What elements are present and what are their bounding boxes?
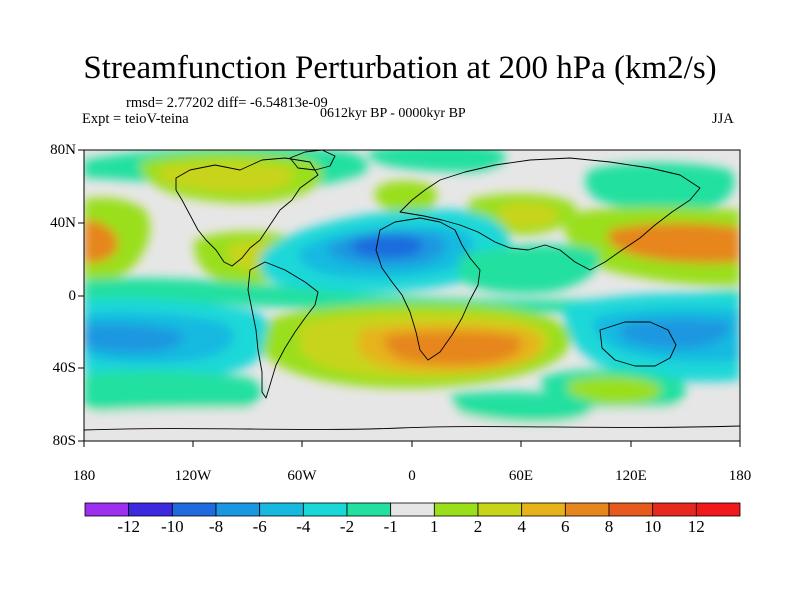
coastlines bbox=[84, 150, 740, 431]
colorbar-swatch-11 bbox=[564, 502, 610, 517]
colorbar-label: -12 bbox=[117, 517, 141, 536]
colorbar-label: -8 bbox=[208, 517, 224, 536]
colorbar-label: -6 bbox=[252, 517, 267, 536]
contour-asia-ochre bbox=[498, 202, 559, 228]
contour-southern-ocean-yellow bbox=[568, 376, 661, 405]
colorbar-label: 4 bbox=[517, 517, 526, 536]
colorbar-label: 8 bbox=[604, 517, 614, 536]
africa-outline bbox=[375, 217, 481, 361]
colorbar-swatch-4 bbox=[259, 502, 304, 517]
colorbar-swatch-6 bbox=[346, 502, 392, 517]
colorbar-swatch-7 bbox=[390, 502, 435, 517]
lat-tick-0: 0 bbox=[68, 288, 77, 304]
period-label: 0612kyr BP - 0000kyr BP bbox=[320, 106, 466, 121]
colorbar bbox=[84, 502, 741, 517]
colorbar-swatch-2 bbox=[171, 502, 217, 517]
south-america-outline bbox=[247, 261, 319, 399]
contour-atlantic-darkblue bbox=[352, 235, 422, 258]
colorbar-label: -4 bbox=[296, 517, 311, 536]
north-america-outline bbox=[175, 157, 319, 267]
contour-north-atlantic-green bbox=[368, 150, 506, 172]
antarctica-outline bbox=[84, 425, 740, 431]
colorbar-label: -2 bbox=[339, 517, 355, 536]
colorbar-swatch-0 bbox=[84, 502, 130, 517]
lon-tick-180w: 180 bbox=[72, 468, 96, 484]
lon-tick-60w: 60W bbox=[287, 468, 317, 484]
colorbar-label: 12 bbox=[687, 517, 705, 536]
experiment-label: Expt = teioV-teina bbox=[82, 111, 189, 127]
contour-south-africa-orange bbox=[384, 331, 522, 365]
colorbar-swatch-3 bbox=[215, 502, 261, 517]
colorbar-swatch-12 bbox=[608, 502, 654, 517]
contour-nw-pacific-green bbox=[585, 162, 735, 212]
chart-title: Streamfunction Perturbation at 200 hPa (… bbox=[83, 50, 717, 86]
australia-outline bbox=[599, 321, 677, 367]
axis-ticks bbox=[78, 149, 741, 447]
lat-tick-80s: 80S bbox=[52, 433, 76, 449]
contour-europe-yellow bbox=[374, 180, 438, 215]
colorbar-swatch-9 bbox=[477, 502, 523, 517]
contour-antarctic-neutral bbox=[84, 405, 740, 441]
rmsd-diff-stats: rmsd= 2.77202 diff= -6.54813e-09 bbox=[126, 95, 328, 111]
greenland-outline bbox=[289, 150, 336, 171]
colorbar-label: 1 bbox=[430, 517, 439, 536]
contour-antarctic-green bbox=[450, 391, 594, 423]
lon-tick-0: 0 bbox=[408, 468, 416, 484]
lat-tick-40s: 40S bbox=[52, 360, 76, 376]
lat-tick-80n: 80N bbox=[50, 142, 76, 158]
colorbar-swatch-1 bbox=[128, 502, 173, 517]
colorbar-swatch-10 bbox=[521, 502, 566, 517]
contour-south-pacific-green bbox=[84, 370, 262, 415]
lon-tick-60e: 60E bbox=[508, 468, 534, 484]
lat-tick-40n: 40N bbox=[50, 215, 76, 231]
contour-ne-pacific-orange bbox=[84, 220, 118, 263]
colorbar-swatch-14 bbox=[695, 502, 741, 517]
contour-indian-green bbox=[458, 244, 600, 294]
colorbar-swatch-13 bbox=[652, 502, 697, 517]
season-label: JJA bbox=[712, 111, 734, 127]
colorbar-label: 6 bbox=[561, 517, 570, 536]
streamfunction-field bbox=[84, 150, 740, 441]
colorbar-label: -1 bbox=[383, 517, 398, 536]
contour-sw-pacific-blue bbox=[84, 323, 184, 353]
contour-w-pacific-orange bbox=[607, 223, 740, 264]
lon-tick-120e: 120E bbox=[615, 468, 647, 484]
eurasia-outline bbox=[399, 157, 701, 271]
colorbar-label: -10 bbox=[160, 517, 184, 536]
colorbar-swatch-8 bbox=[433, 502, 479, 517]
lon-tick-120w: 120W bbox=[174, 468, 212, 484]
contour-australia-blue bbox=[620, 319, 731, 349]
colorbar-label: 10 bbox=[644, 517, 662, 536]
colorbar-swatch-5 bbox=[302, 502, 348, 517]
colorbar-label: 2 bbox=[473, 517, 483, 536]
lon-tick-180e: 180 bbox=[728, 468, 752, 484]
